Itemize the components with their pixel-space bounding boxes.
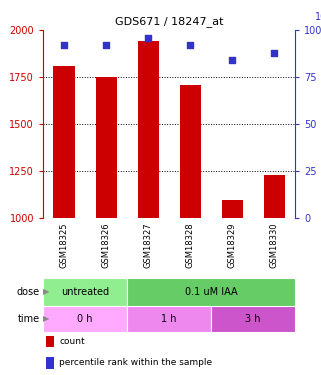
Text: ▶: ▶ (43, 315, 49, 324)
Bar (221, 200, 242, 218)
Point (145, 34, 151, 40)
Point (187, 42, 193, 48)
Title: GDS671 / 18247_at: GDS671 / 18247_at (115, 16, 223, 27)
Bar (46, 336, 54, 347)
Text: GSM18328: GSM18328 (186, 223, 195, 268)
Point (230, 57, 235, 63)
Text: percentile rank within the sample: percentile rank within the sample (59, 358, 213, 368)
Point (272, 50, 277, 55)
Bar (54, 66, 74, 218)
Bar (179, 84, 201, 218)
Text: GSM18327: GSM18327 (143, 223, 152, 268)
Bar (127, 306, 211, 332)
Bar (43, 306, 127, 332)
Bar (264, 175, 284, 218)
Text: GSM18329: GSM18329 (228, 223, 237, 268)
Text: 1 h: 1 h (161, 314, 177, 324)
Point (61, 42, 66, 48)
Bar (43, 278, 127, 306)
Text: untreated: untreated (61, 287, 109, 297)
Text: 0 h: 0 h (77, 314, 93, 324)
Text: time: time (18, 314, 40, 324)
Text: GSM18325: GSM18325 (59, 223, 68, 268)
Bar (46, 357, 54, 369)
Text: ▶: ▶ (43, 288, 49, 297)
Text: 0.1 uM IAA: 0.1 uM IAA (185, 287, 237, 297)
Point (103, 42, 108, 48)
Bar (96, 77, 117, 218)
Text: GSM18330: GSM18330 (270, 223, 279, 268)
Text: 100%: 100% (315, 12, 321, 22)
Text: GSM18326: GSM18326 (101, 223, 110, 268)
Text: dose: dose (17, 287, 40, 297)
Text: 3 h: 3 h (245, 314, 261, 324)
Text: count: count (59, 337, 85, 346)
Bar (211, 306, 295, 332)
Bar (127, 278, 295, 306)
Bar (137, 41, 159, 218)
